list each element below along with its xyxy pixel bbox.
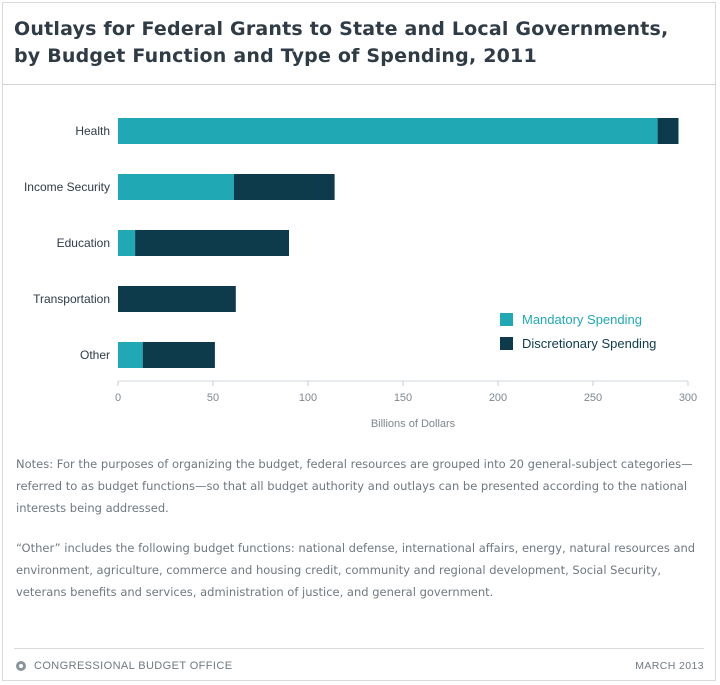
bar-discretionary-spending-other (142, 342, 215, 368)
bar-discretionary-spending-health (657, 118, 679, 144)
legend-label-mandatory-spending: Mandatory Spending (522, 312, 642, 327)
footer-divider (14, 648, 704, 649)
x-tick-label-300: 300 (679, 392, 697, 404)
chart-title-line-2: by Budget Function and Type of Spending,… (14, 45, 537, 67)
bar-mandatory-spending-income-security (118, 174, 234, 200)
legend-label-discretionary-spending: Discretionary Spending (522, 336, 656, 351)
title-divider (2, 84, 716, 85)
chart-title: Outlays for Federal Grants to State and … (14, 16, 704, 70)
chart-title-line-1: Outlays for Federal Grants to State and … (14, 18, 669, 40)
x-tick-label-0: 0 (115, 392, 121, 404)
x-axis-title: Billions of Dollars (371, 418, 456, 430)
category-label-transportation: Transportation (33, 292, 110, 306)
footer-date: MARCH 2013 (635, 660, 704, 672)
bar-mandatory-spending-other (118, 342, 143, 368)
x-tick-label-250: 250 (584, 392, 602, 404)
category-label-education: Education (57, 236, 110, 250)
legend-swatch-mandatory-spending (500, 313, 513, 326)
x-tick-label-200: 200 (489, 392, 507, 404)
bar-discretionary-spending-transportation (118, 286, 236, 312)
footer-source-text: CONGRESSIONAL BUDGET OFFICE (34, 660, 233, 672)
bar-mandatory-spending-health (118, 118, 658, 144)
category-label-other: Other (80, 348, 110, 362)
other-definition-paragraph: “Other” includes the following budget fu… (16, 541, 696, 599)
category-label-health: Health (75, 124, 110, 138)
x-tick-label-150: 150 (394, 392, 412, 404)
legend-swatch-discretionary-spending (500, 337, 513, 350)
footer-source: CONGRESSIONAL BUDGET OFFICE (16, 660, 232, 672)
bar-discretionary-spending-income-security (233, 174, 335, 200)
x-tick-label-50: 50 (207, 392, 219, 404)
bar-chart: Health Income Security Education Transporta… (24, 118, 697, 430)
category-label-income-security: Income Security (24, 180, 110, 194)
bar-mandatory-spending-education (118, 230, 136, 256)
cbo-logo-icon (16, 661, 26, 671)
notes-paragraph: Notes: For the purposes of organizing th… (16, 457, 693, 515)
x-tick-label-100: 100 (299, 392, 317, 404)
bar-discretionary-spending-education (135, 230, 289, 256)
